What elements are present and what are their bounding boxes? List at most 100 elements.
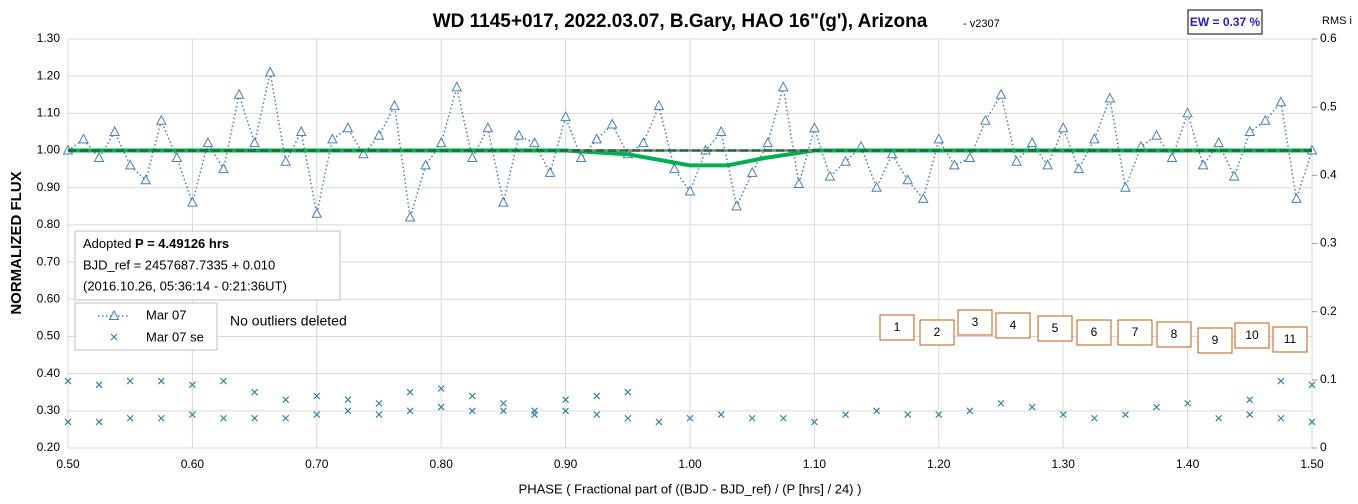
y2-tick-label: 0.3	[1320, 236, 1337, 250]
point	[220, 414, 227, 422]
y2-tick-label: 0.6	[1320, 31, 1337, 45]
point	[562, 396, 570, 404]
point	[435, 137, 447, 148]
x-tick-label: 1.00	[678, 457, 702, 471]
marker-box	[1156, 321, 1192, 348]
point	[498, 196, 509, 207]
point	[1088, 133, 1100, 144]
point	[389, 99, 400, 110]
ew-label: EW = 0.37 %	[1190, 15, 1261, 29]
info-line: Adopted P = 4.49126 hrs	[83, 236, 229, 251]
marker-box-label: 1	[894, 320, 901, 334]
point	[531, 407, 538, 415]
point	[282, 414, 290, 422]
point	[344, 396, 352, 404]
point	[202, 137, 214, 148]
point	[218, 163, 229, 174]
point	[93, 151, 105, 162]
point	[544, 166, 556, 177]
x-tick-label: 0.80	[430, 457, 454, 471]
point	[1228, 170, 1240, 181]
x-tick-label: 0.60	[181, 457, 205, 471]
point	[810, 418, 818, 426]
y2-tick-label: 0.1	[1320, 372, 1337, 386]
legend-label: Mar 07	[146, 307, 186, 322]
marker-box	[1272, 326, 1308, 353]
point	[64, 418, 72, 426]
point	[437, 403, 445, 411]
point	[624, 414, 632, 422]
x-axis-label: PHASE ( Fractional part of ((BJD - BJD_r…	[519, 481, 862, 496]
info-period: P = 4.49126 hrs	[135, 236, 229, 251]
point	[513, 129, 525, 140]
point	[373, 129, 385, 140]
y2-tick-label: 0.5	[1320, 99, 1337, 113]
point	[375, 399, 383, 407]
point	[731, 200, 742, 211]
marker-box-label: 7	[1132, 325, 1139, 339]
x-tick-label: 1.10	[803, 457, 827, 471]
marker-box-label: 3	[972, 315, 979, 329]
point	[1277, 414, 1285, 422]
point	[78, 133, 89, 144]
point	[669, 163, 680, 174]
legend-label: Mar 07 se	[146, 329, 204, 344]
point	[840, 155, 851, 166]
y2-tick-label: 0.4	[1320, 168, 1337, 182]
point	[295, 125, 307, 136]
y-tick-label: 0.30	[37, 403, 61, 417]
point	[902, 174, 914, 185]
point	[375, 411, 383, 418]
point	[420, 159, 431, 170]
point	[451, 81, 463, 92]
point	[95, 381, 103, 389]
point	[468, 392, 476, 400]
y-axis-label: NORMALIZED FLUX	[8, 171, 25, 314]
point	[1028, 403, 1036, 411]
point	[1166, 151, 1178, 162]
point	[358, 148, 369, 159]
point	[499, 407, 507, 415]
point	[187, 196, 198, 207]
info-line: BJD_ref = 2457687.7335 + 0.010	[83, 257, 275, 272]
point	[126, 377, 134, 385]
point	[327, 133, 338, 144]
point	[575, 151, 587, 162]
y-tick-label: 1.30	[37, 31, 61, 45]
point	[1244, 125, 1256, 136]
marker-box-label: 5	[1052, 321, 1059, 335]
point	[406, 407, 414, 415]
point	[562, 407, 570, 415]
point	[777, 81, 789, 92]
point	[638, 137, 649, 148]
point	[1182, 107, 1193, 118]
point	[126, 414, 134, 422]
y-tick-label: 0.90	[37, 180, 61, 194]
point	[313, 392, 321, 400]
point	[171, 151, 183, 162]
point	[917, 192, 929, 203]
marker-box-label: 10	[1245, 328, 1259, 342]
point	[824, 170, 836, 181]
point	[1197, 159, 1209, 170]
point	[1246, 396, 1254, 404]
point	[1277, 377, 1285, 385]
point	[1291, 192, 1302, 203]
point	[251, 414, 259, 422]
marker-box-label: 9	[1212, 333, 1219, 347]
point	[95, 418, 103, 426]
marker-box	[1234, 322, 1270, 349]
info-line: (2016.10.26, 05:36:14 - 0:21:36UT)	[83, 278, 287, 293]
y2-label: RMS i	[1322, 15, 1352, 27]
x-tick-label: 1.40	[1176, 457, 1200, 471]
y-tick-label: 0.40	[37, 366, 61, 380]
point	[124, 159, 136, 170]
point	[1104, 92, 1116, 103]
point	[560, 111, 571, 122]
point	[1011, 155, 1022, 166]
y-tick-label: 1.00	[37, 143, 61, 157]
point	[1260, 114, 1271, 125]
ew-box	[1187, 9, 1263, 35]
point	[437, 385, 445, 392]
